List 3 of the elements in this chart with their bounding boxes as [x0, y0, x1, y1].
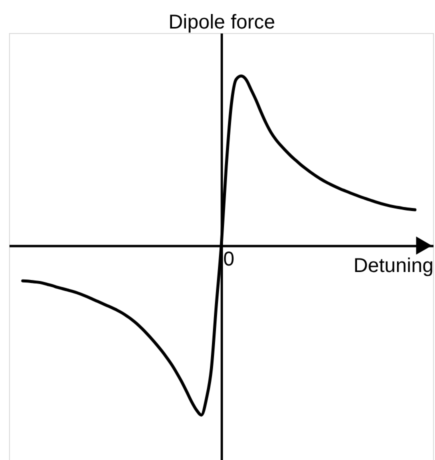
x-axis-title: Detuning	[353, 255, 434, 278]
y-axis-title: Dipole force	[168, 12, 276, 34]
annotation: 0	[223, 248, 234, 271]
